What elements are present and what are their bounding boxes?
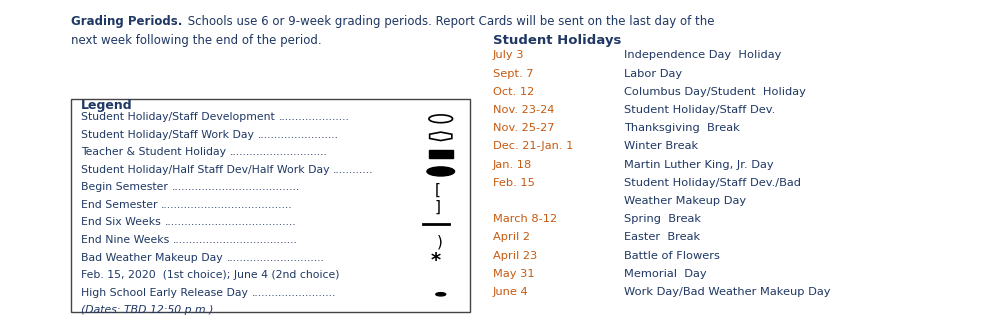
Circle shape — [427, 167, 455, 176]
Text: Labor Day: Labor Day — [624, 69, 682, 79]
Text: ........................: ........................ — [257, 130, 338, 140]
Text: *: * — [431, 251, 441, 270]
Text: Memorial  Day: Memorial Day — [624, 269, 707, 279]
Text: June 4: June 4 — [493, 287, 528, 297]
Text: April 2: April 2 — [493, 232, 530, 242]
Text: Oct. 12: Oct. 12 — [493, 87, 534, 97]
Text: Student Holiday/Staff Development: Student Holiday/Staff Development — [81, 112, 275, 122]
Text: Sept. 7: Sept. 7 — [493, 69, 533, 79]
Text: Easter  Break: Easter Break — [624, 232, 700, 242]
Text: ]: ] — [435, 200, 441, 215]
Text: April 23: April 23 — [493, 251, 537, 261]
Text: .......................................: ....................................... — [165, 217, 296, 227]
Text: Schools use 6 or 9-week grading periods. Report Cards will be sent on the last d: Schools use 6 or 9-week grading periods.… — [184, 15, 715, 28]
Text: ......................................: ...................................... — [172, 182, 300, 192]
Text: High School Early Release Day: High School Early Release Day — [81, 288, 247, 298]
Text: Jan. 18: Jan. 18 — [493, 160, 532, 170]
Text: Martin Luther King, Jr. Day: Martin Luther King, Jr. Day — [624, 160, 774, 170]
Text: .............................: ............................. — [230, 147, 327, 157]
Text: .............................: ............................. — [227, 253, 324, 263]
Text: End Semester: End Semester — [81, 200, 158, 210]
Text: Independence Day  Holiday: Independence Day Holiday — [624, 50, 782, 60]
Text: ............: ............ — [333, 165, 374, 175]
Text: May 31: May 31 — [493, 269, 534, 279]
Text: Teacher & Student Holiday: Teacher & Student Holiday — [81, 147, 226, 157]
Text: Begin Semester: Begin Semester — [81, 182, 168, 192]
Bar — [429, 150, 453, 158]
Text: [: [ — [435, 182, 441, 197]
Text: July 3: July 3 — [493, 50, 525, 60]
Text: .....................: ..................... — [279, 112, 349, 122]
Text: .........................: ......................... — [251, 288, 336, 298]
Text: End Nine Weeks: End Nine Weeks — [81, 235, 170, 245]
Text: Nov. 25-27: Nov. 25-27 — [493, 123, 554, 133]
Text: Columbus Day/Student  Holiday: Columbus Day/Student Holiday — [624, 87, 806, 97]
Text: Student Holidays: Student Holidays — [493, 34, 621, 47]
Text: ): ) — [437, 235, 443, 250]
Polygon shape — [430, 132, 452, 141]
Text: Feb. 15, 2020  (1st choice); June 4 (2nd choice): Feb. 15, 2020 (1st choice); June 4 (2nd … — [81, 270, 339, 280]
Circle shape — [429, 115, 453, 123]
Text: Thanksgiving  Break: Thanksgiving Break — [624, 123, 740, 133]
Text: Spring  Break: Spring Break — [624, 214, 701, 224]
Text: Student Holiday/Staff Dev.: Student Holiday/Staff Dev. — [624, 105, 775, 115]
Text: next week following the end of the period.: next week following the end of the perio… — [71, 34, 321, 47]
Text: Dec. 21-Jan. 1: Dec. 21-Jan. 1 — [493, 141, 574, 151]
Text: Feb. 15: Feb. 15 — [493, 178, 534, 188]
Text: Bad Weather Makeup Day: Bad Weather Makeup Day — [81, 253, 223, 263]
Text: .....................................: ..................................... — [174, 235, 298, 245]
Text: (Dates: TBD 12:50 p.m.): (Dates: TBD 12:50 p.m.) — [81, 305, 213, 315]
Text: End Six Weeks: End Six Weeks — [81, 217, 161, 227]
Text: Nov. 23-24: Nov. 23-24 — [493, 105, 554, 115]
Text: March 8-12: March 8-12 — [493, 214, 557, 224]
Text: Work Day/Bad Weather Makeup Day: Work Day/Bad Weather Makeup Day — [624, 287, 830, 297]
Text: Student Holiday/Staff Dev./Bad: Student Holiday/Staff Dev./Bad — [624, 178, 802, 188]
Circle shape — [436, 293, 446, 296]
Text: Legend: Legend — [81, 99, 132, 112]
Text: Student Holiday/Staff Work Day: Student Holiday/Staff Work Day — [81, 130, 253, 140]
Text: Grading Periods.: Grading Periods. — [71, 15, 182, 28]
Text: Student Holiday/Half Staff Dev/Half Work Day: Student Holiday/Half Staff Dev/Half Work… — [81, 165, 329, 175]
FancyBboxPatch shape — [71, 99, 470, 312]
Text: .......................................: ....................................... — [162, 200, 293, 210]
Text: Winter Break: Winter Break — [624, 141, 698, 151]
Text: Battle of Flowers: Battle of Flowers — [624, 251, 720, 261]
Text: Weather Makeup Day: Weather Makeup Day — [624, 196, 746, 206]
